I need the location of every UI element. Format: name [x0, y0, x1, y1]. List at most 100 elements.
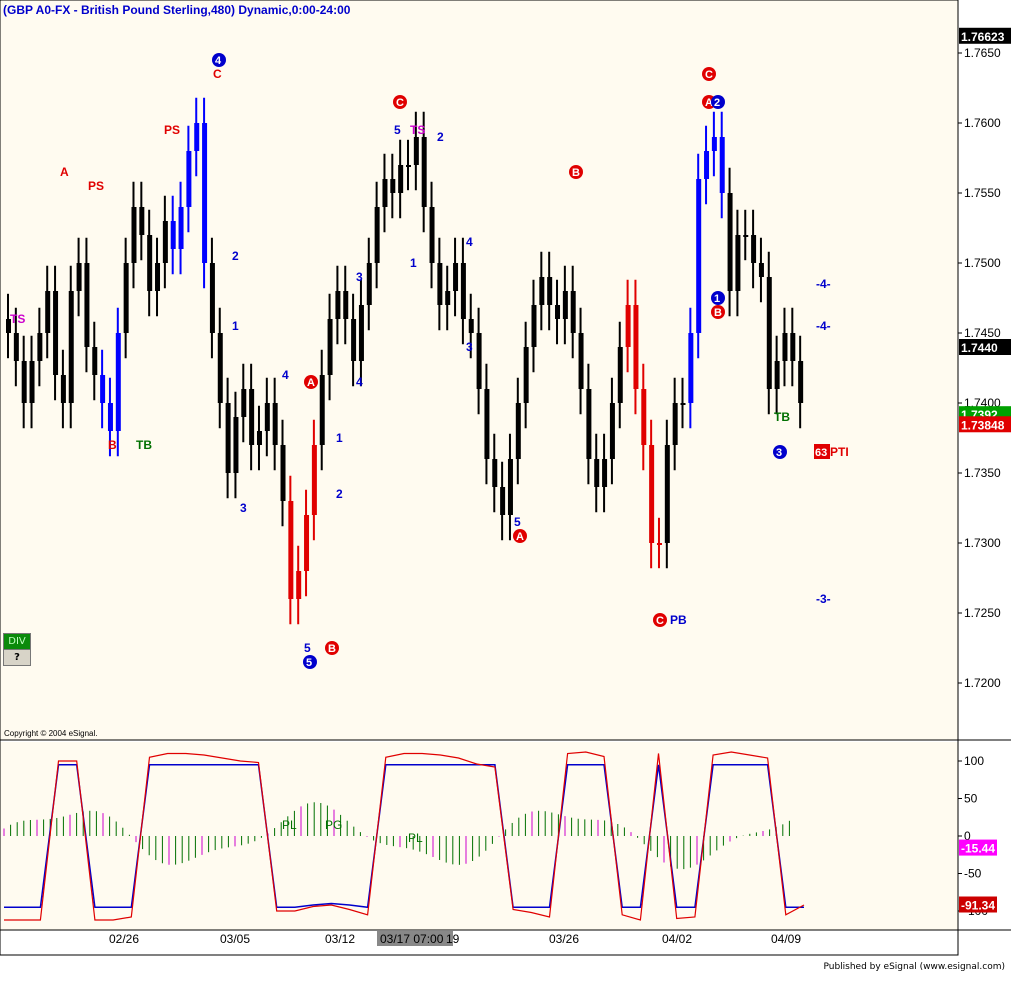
- candle-body: [162, 221, 168, 263]
- candle-body: [68, 291, 74, 403]
- candle-body: [390, 179, 396, 193]
- wave-label: 2: [714, 97, 720, 109]
- candle-body: [241, 389, 247, 417]
- osc-tick-label: -50: [964, 867, 982, 881]
- wave-label-badge: [212, 53, 226, 67]
- candle-body: [319, 375, 325, 445]
- help-button[interactable]: ?: [3, 649, 31, 666]
- candle-body: [429, 207, 435, 263]
- wave-label: A: [307, 377, 315, 389]
- candle-body: [76, 263, 82, 291]
- candle-body: [398, 165, 404, 193]
- candle-body: [492, 459, 498, 487]
- osc-tick-label: 0: [964, 829, 971, 843]
- candle-body: [327, 319, 333, 375]
- wave-label: TS: [410, 123, 425, 137]
- wave-label: 2: [232, 249, 239, 263]
- candle-body: [453, 263, 459, 291]
- candle-body: [288, 501, 294, 599]
- wave-label-badge: [304, 375, 318, 389]
- wave-label: TB: [136, 438, 152, 452]
- candle-body: [209, 263, 215, 333]
- pti-box: [814, 444, 830, 459]
- osc-annotation: PG: [325, 818, 342, 832]
- wave-label: -4-: [816, 319, 831, 333]
- candle-body: [562, 291, 568, 319]
- wave-label: 5: [306, 657, 312, 669]
- candle-body: [766, 277, 772, 389]
- candle-body: [727, 193, 733, 291]
- candle-body: [413, 137, 419, 165]
- pti-value: 63: [815, 447, 827, 459]
- candle-body: [6, 319, 11, 333]
- candle-body: [625, 305, 631, 347]
- candle-body: [555, 305, 561, 319]
- price-tick-label: 1.7300: [964, 536, 1001, 550]
- candle-body: [335, 291, 341, 319]
- candle-body: [131, 207, 137, 263]
- candle-body: [366, 263, 372, 305]
- candle-body: [672, 403, 678, 445]
- candle-body: [500, 487, 506, 515]
- candle-body: [507, 459, 513, 515]
- wave-label: 4: [356, 375, 363, 389]
- x-tick-label: 02/26: [109, 932, 139, 946]
- oscillator-line: [4, 751, 805, 921]
- candle-body: [523, 347, 529, 403]
- candle-body: [343, 291, 349, 319]
- candle-body: [29, 361, 35, 403]
- candle-body: [351, 319, 357, 361]
- candle-body: [84, 263, 90, 347]
- candle-body: [680, 403, 686, 405]
- price-tick-label: 1.7250: [964, 606, 1001, 620]
- price-flag: [959, 416, 1011, 433]
- x-tick-label: 03/05: [220, 932, 250, 946]
- price-tick-label: 1.7600: [964, 116, 1001, 130]
- candle-body: [147, 235, 153, 291]
- candle-body: [609, 403, 615, 459]
- candle-body: [790, 333, 796, 361]
- osc-flag: [959, 839, 997, 856]
- candle-body: [249, 389, 255, 445]
- candle-body: [123, 263, 129, 333]
- candle-body: [484, 389, 490, 459]
- wave-label-badge: [325, 641, 339, 655]
- osc-tick-label: 50: [964, 792, 978, 806]
- wave-label-badge: [513, 529, 527, 543]
- candle-body: [696, 179, 702, 333]
- candle-body: [406, 165, 411, 167]
- candle-body: [758, 263, 764, 277]
- wave-label: 2: [437, 130, 444, 144]
- price-flag: [959, 27, 1011, 44]
- candle-body: [202, 123, 208, 263]
- footer-credit: Published by eSignal (www.esignal.com): [823, 962, 1005, 972]
- candle-body: [421, 137, 427, 207]
- candle-body: [194, 123, 200, 151]
- candle-body: [304, 515, 310, 571]
- wave-label: B: [572, 167, 580, 179]
- wave-label: C: [396, 97, 404, 109]
- wave-label: B: [108, 438, 117, 452]
- wave-label: PB: [670, 613, 687, 627]
- wave-label: 4: [466, 235, 473, 249]
- wave-label: PS: [88, 179, 104, 193]
- wave-label: C: [656, 615, 664, 627]
- candle-body: [656, 543, 662, 545]
- wave-label-badge: [711, 305, 725, 319]
- wave-label: A: [60, 165, 69, 179]
- crosshair-time-label: 03/17 07:00: [380, 932, 444, 946]
- candle-body: [688, 333, 694, 403]
- candle-body: [704, 151, 710, 179]
- candle-body: [264, 403, 270, 431]
- candle-body: [107, 403, 113, 431]
- candle-body: [743, 235, 749, 237]
- candle-body: [798, 361, 804, 403]
- div-button[interactable]: DIV: [3, 633, 31, 650]
- candle-body: [178, 207, 184, 249]
- candle-body: [774, 361, 780, 389]
- candle-body: [115, 333, 121, 431]
- candle-body: [225, 403, 231, 473]
- candle-body: [437, 263, 443, 305]
- osc-annotation: PL: [408, 831, 423, 845]
- candle-body: [633, 305, 639, 389]
